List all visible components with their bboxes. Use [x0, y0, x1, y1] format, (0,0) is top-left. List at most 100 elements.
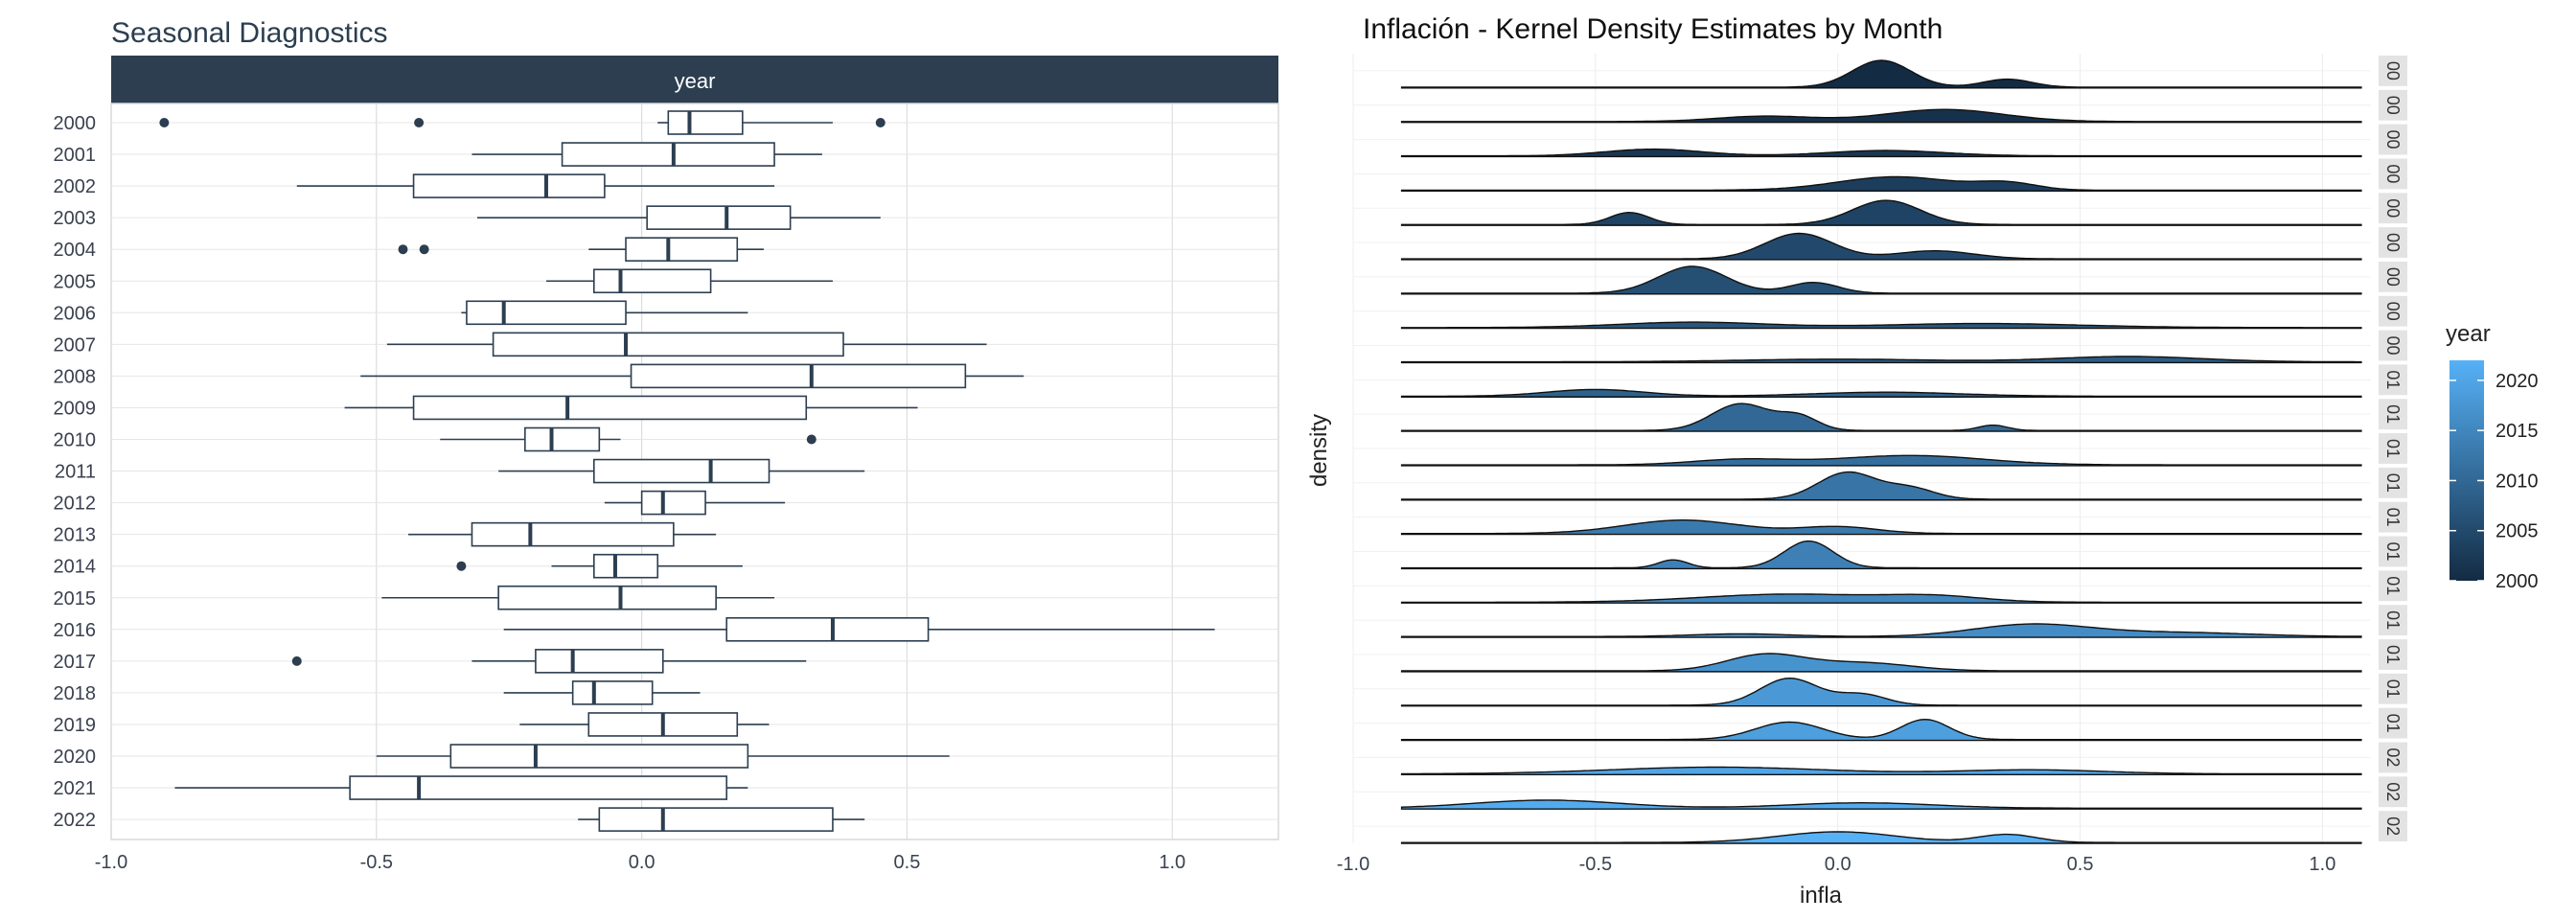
density-ridge-2002	[1400, 148, 2362, 158]
density-ridge-2000	[1400, 59, 2362, 89]
y-tick-label: 2013	[54, 525, 97, 546]
density-ridge-2003	[1400, 175, 2362, 193]
box-iqr	[593, 268, 712, 294]
facet-strip-label: 00	[2383, 164, 2403, 183]
facet-strip-label: 02	[2383, 748, 2403, 767]
facet-strip-bg	[2379, 467, 2407, 498]
density-ridge-2019	[1400, 718, 2362, 742]
y-tick-label: 2018	[54, 683, 97, 704]
legend-title: year	[2446, 321, 2491, 347]
facet-strip-bg	[2379, 776, 2407, 808]
y-tick-label: 2017	[54, 652, 97, 673]
box-2009	[344, 395, 918, 421]
box-2006	[461, 300, 748, 326]
x-tick-label: 0.5	[2067, 854, 2094, 875]
facet-strip-label: 00	[2383, 130, 2403, 150]
facet-strip-label: 01	[2383, 473, 2403, 493]
boxplot-x-tick-labels: -1.0 -0.5 0.0 0.5 1.0	[95, 852, 1185, 873]
density-ridge-2016	[1400, 623, 2362, 638]
y-tick-label: 2005	[54, 271, 97, 292]
facet-strip-label: 01	[2383, 679, 2403, 699]
box-iqr	[412, 173, 606, 198]
x-tick-label: 1.0	[2310, 854, 2336, 875]
box-2007	[386, 332, 987, 357]
box-2011	[498, 458, 865, 484]
box-iqr	[535, 649, 664, 674]
facet-strip-bg	[2379, 227, 2407, 258]
facet-strip-bg	[2379, 330, 2407, 361]
x-tick-label: 0.0	[1825, 854, 1852, 875]
facet-strip-bg	[2379, 89, 2407, 121]
density-ridge-2011	[1400, 454, 2362, 467]
facet-strip-bg	[2379, 639, 2407, 670]
box-2000	[159, 110, 886, 135]
box-iqr	[598, 807, 834, 832]
facet-strip-bg	[2379, 56, 2407, 86]
facet-strip-label: 01	[2383, 714, 2403, 733]
ridgeline-marks	[1400, 59, 2362, 844]
box-iqr	[725, 616, 930, 642]
outlier-point	[456, 561, 467, 571]
density-ridge-2013	[1400, 519, 2362, 536]
outlier-point	[875, 118, 886, 127]
boxplot-title: Seasonal Diagnostics	[111, 17, 388, 49]
box-2005	[545, 268, 833, 294]
facet-strip-label: 00	[2383, 267, 2403, 287]
box-iqr	[561, 142, 775, 167]
facet-strip-bg	[2379, 124, 2407, 155]
ridgeline-title: Inflación - Kernel Density Estimates by …	[1363, 13, 1943, 45]
box-2018	[503, 680, 701, 705]
facet-strip-label: 00	[2383, 233, 2403, 252]
facet-strip-label: 01	[2383, 576, 2403, 595]
legend-tick-labels: 2020 2015 2010 2005 2000	[2450, 371, 2539, 592]
y-tick-label: 2012	[54, 494, 97, 515]
density-ridge-2005	[1400, 232, 2362, 261]
legend-colorbar	[2450, 360, 2484, 581]
boxplot-marks	[159, 110, 1215, 832]
box-iqr	[593, 553, 659, 579]
facet-strip-bg	[2379, 433, 2407, 464]
ridgeline-y-axis-label: density	[1306, 414, 1332, 487]
box-iqr	[571, 680, 654, 705]
facet-strip-label: 01	[2383, 645, 2403, 664]
y-tick-label: 2006	[54, 303, 97, 324]
box-2017	[291, 649, 807, 674]
facet-strip-label: 00	[2383, 96, 2403, 115]
box-iqr	[524, 426, 601, 452]
density-ridge-2018	[1400, 677, 2362, 707]
y-tick-label: 2011	[55, 462, 96, 483]
box-iqr	[646, 205, 792, 230]
y-tick-label: 2000	[54, 113, 97, 134]
box-iqr	[466, 300, 627, 326]
box-2016	[503, 616, 1215, 642]
density-ridge-2008	[1400, 356, 2362, 364]
box-iqr	[640, 490, 706, 516]
outlier-point	[806, 434, 816, 445]
box-2008	[360, 363, 1024, 389]
legend-tick-label: 2020	[2496, 371, 2539, 392]
y-tick-label: 2001	[54, 145, 97, 166]
density-ridge-2020	[1400, 766, 2362, 776]
box-2022	[578, 807, 865, 832]
outlier-point	[291, 656, 302, 666]
y-tick-label: 2014	[54, 557, 97, 578]
box-iqr	[449, 744, 749, 769]
facet-strip-bg	[2379, 501, 2407, 533]
y-tick-label: 2009	[54, 398, 97, 419]
box-2004	[398, 237, 764, 262]
facet-strip-bg	[2379, 536, 2407, 567]
x-tick-label: 0.5	[894, 852, 921, 873]
box-2013	[408, 521, 717, 547]
density-ridge-2004	[1400, 199, 2362, 226]
box-2021	[174, 775, 748, 800]
x-tick-label: -1.0	[1337, 854, 1369, 875]
facet-strip-bg	[2379, 673, 2407, 704]
x-tick-label: 1.0	[1159, 852, 1185, 873]
legend-tick-label: 2015	[2496, 421, 2539, 442]
box-2002	[296, 173, 775, 198]
y-tick-label: 2019	[54, 715, 97, 736]
facet-strip-label: 01	[2383, 370, 2403, 389]
density-ridge-2021	[1400, 799, 2362, 810]
ridgeline-gridlines	[1352, 54, 2371, 843]
